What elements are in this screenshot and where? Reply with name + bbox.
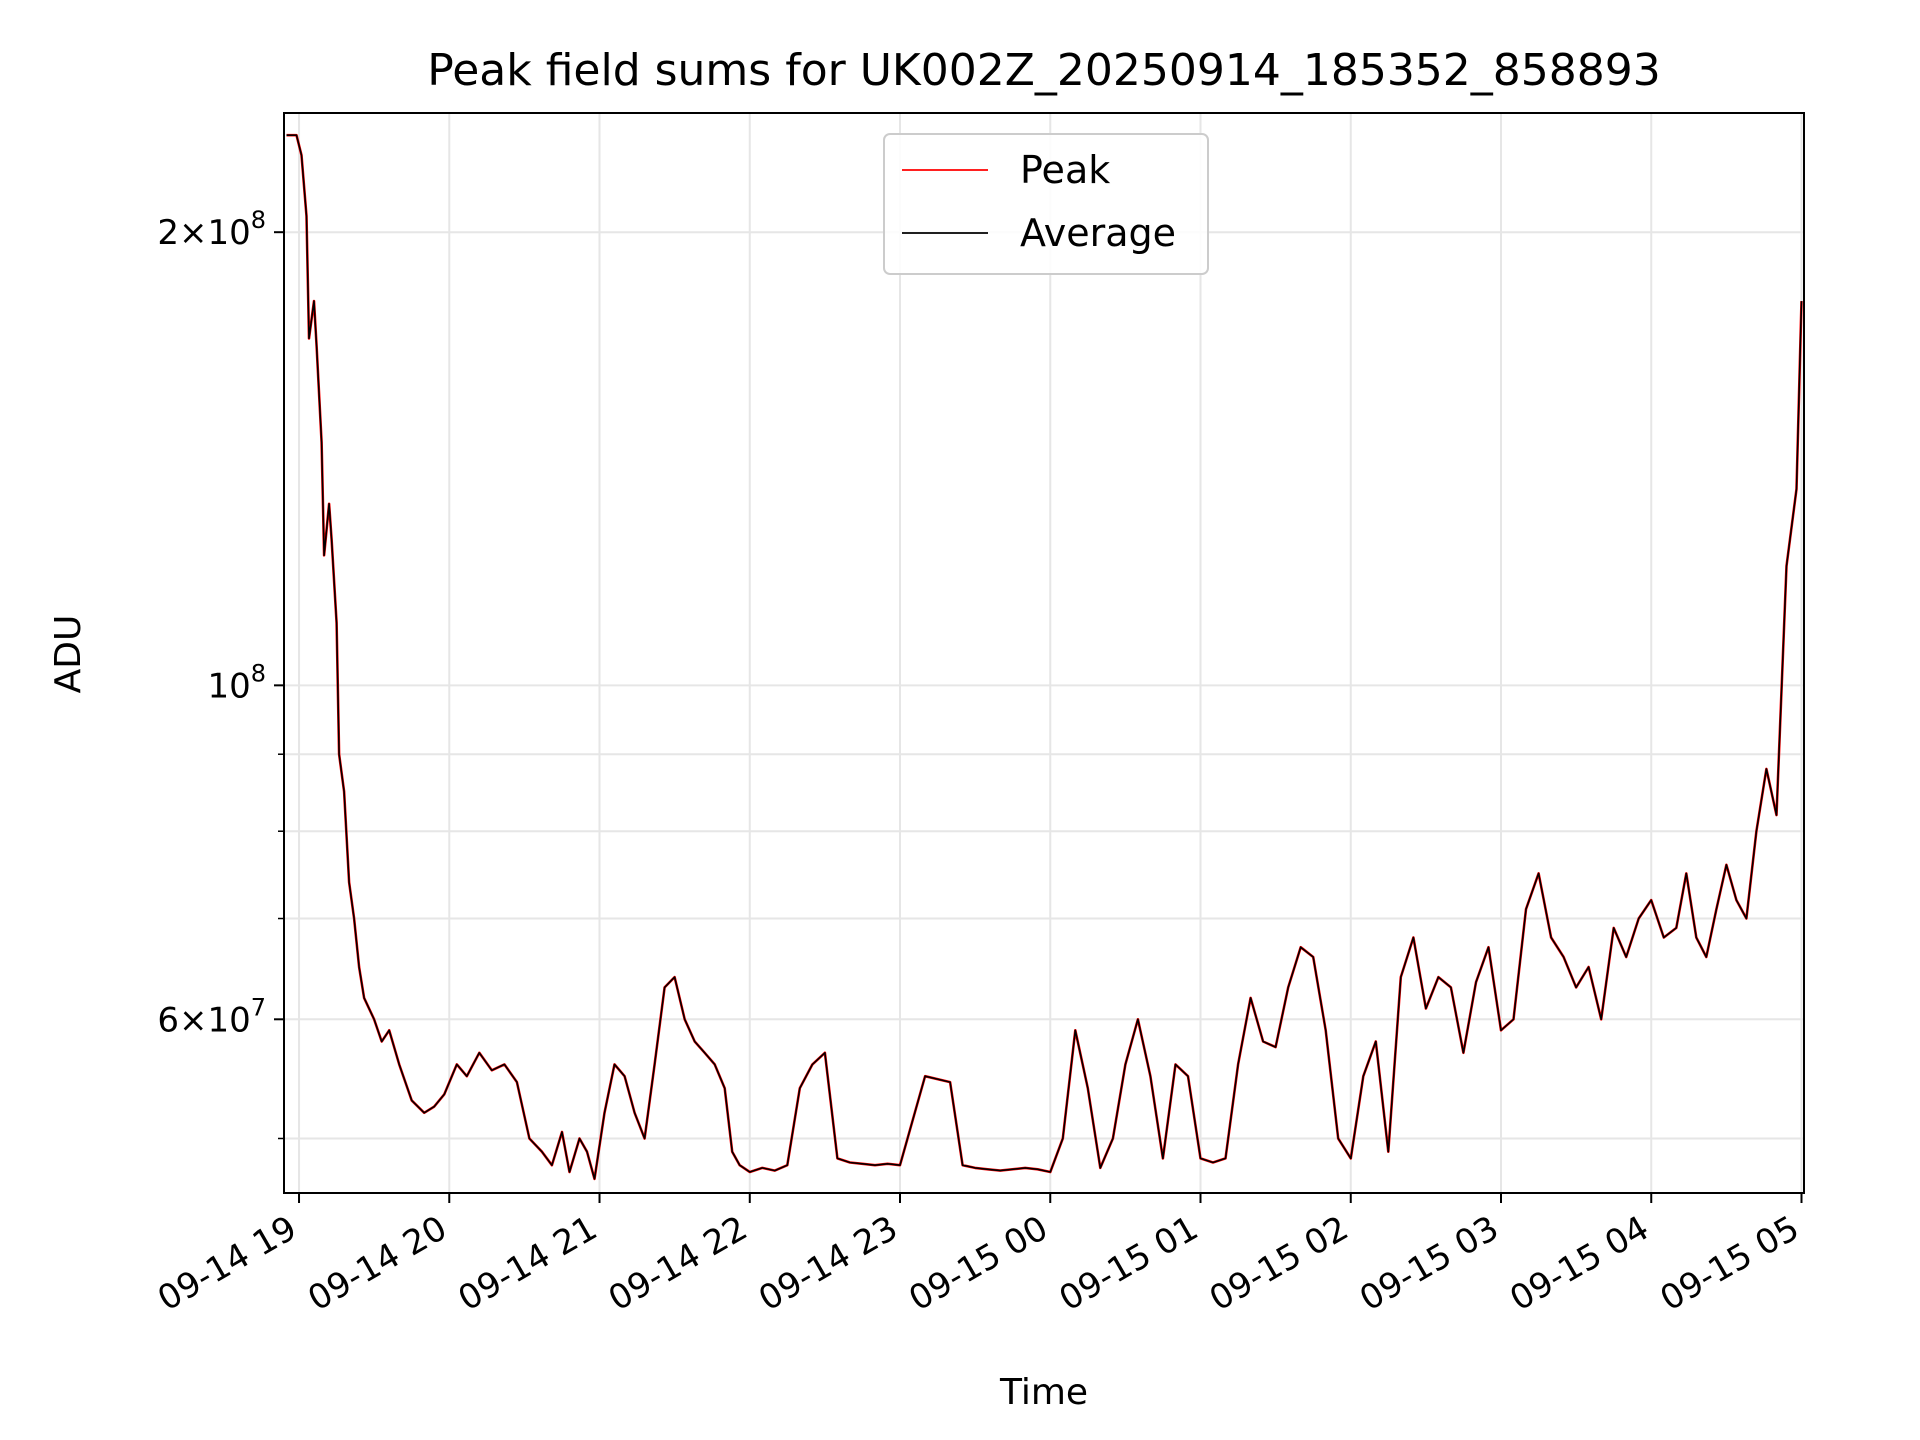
series-lines [286,133,1803,1181]
x-tick-label: 09-15 03 [1353,1208,1505,1319]
y-tick-label: 6×107 [157,993,266,1040]
x-tick-label: 09-15 00 [902,1208,1054,1319]
x-tick-label: 09-15 05 [1654,1208,1806,1319]
legend-label-average: Average [1020,211,1176,255]
y-tick-label: 108 [207,659,266,706]
chart-title: Peak field sums for UK002Z_20250914_1853… [427,45,1661,96]
series-line-peak [286,133,1803,1181]
x-tick-label: 09-14 20 [301,1208,453,1319]
x-tick-label: 09-14 22 [602,1208,754,1319]
x-tick-label: 09-15 01 [1053,1208,1205,1319]
y-tick-label: 2×108 [157,206,266,253]
y-axis-ticks: 6×107 108 2×108 [157,206,284,1140]
x-tick-label: 09-14 23 [752,1208,904,1319]
legend: Peak Average [883,133,1209,275]
x-axis-label: Time [999,1372,1088,1413]
x-tick-label: 09-15 04 [1503,1208,1655,1319]
legend-label-peak: Peak [1020,148,1110,192]
x-tick-label: 09-14 21 [452,1208,604,1319]
legend-box [883,133,1209,275]
x-tick-label: 09-14 19 [151,1208,303,1319]
series-line-average [286,134,1803,1180]
x-tick-label: 09-15 02 [1203,1208,1355,1319]
y-axis-label: ADU [48,615,89,694]
plot-frame [283,112,1805,1194]
